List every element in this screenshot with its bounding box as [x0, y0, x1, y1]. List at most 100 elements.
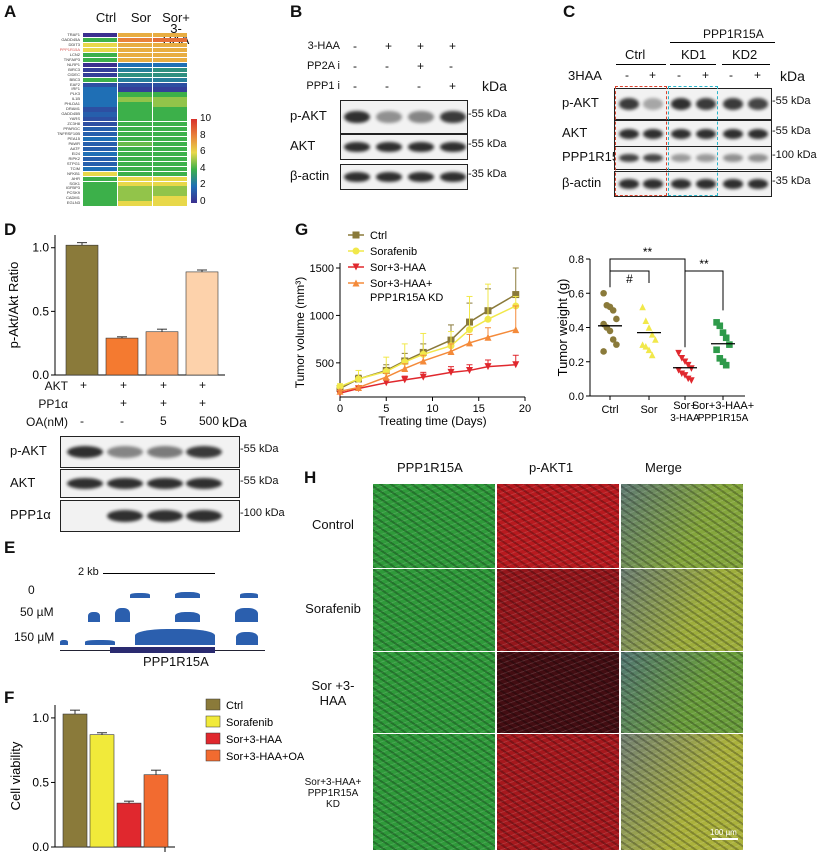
- colorbar-tick-label: 0: [200, 196, 206, 207]
- row-label: Control: [312, 517, 354, 532]
- heatmap-cell: [153, 127, 187, 132]
- heatmap-cell: [118, 166, 152, 171]
- colorbar-tick-label: 2: [200, 179, 206, 191]
- data-point: [675, 367, 682, 374]
- treatment-label: PP1α: [38, 397, 68, 411]
- panel-label-e: E: [4, 538, 16, 557]
- gene-label: IGFBP3: [65, 185, 80, 191]
- treatment-mark: -: [120, 414, 124, 428]
- legend-label: Ctrl: [226, 700, 243, 712]
- x-tick-label: Sor+: [673, 400, 697, 412]
- blot-label: p-AKT: [290, 108, 327, 123]
- legend-label: Ctrl: [370, 230, 387, 242]
- heatmap-cell: [153, 122, 187, 127]
- legend-marker: [352, 231, 360, 239]
- y-axis-label: p-Akt/Akt Ratio: [6, 262, 21, 349]
- heatmap-cell: [153, 161, 187, 167]
- legend-label: Sorafenib: [226, 717, 273, 729]
- gene-name: PPP1R15A: [143, 654, 209, 669]
- y-axis-label: Cell viability: [8, 741, 23, 810]
- data-point: [716, 355, 724, 362]
- legend-swatch: [205, 698, 221, 711]
- data-point: [447, 368, 455, 376]
- heatmap-cell: [118, 77, 152, 82]
- heatmap-cell: [153, 52, 187, 58]
- gene-label: NLRP1: [67, 61, 80, 67]
- data-point: [645, 346, 653, 354]
- y-tick-label: 0.5: [32, 304, 49, 318]
- heatmap-cell: [153, 171, 187, 176]
- y-tick-label: 500: [316, 358, 334, 370]
- data-point: [713, 346, 720, 354]
- gene-label: PCSK9: [66, 190, 80, 196]
- blot-label: AKT: [562, 125, 588, 140]
- x-tick-label: 3-HAA: [670, 413, 700, 424]
- heatmap-cell: [118, 161, 152, 167]
- y-tick-label: 0.2: [569, 357, 584, 369]
- protein-band: [376, 142, 402, 152]
- blot-strip: [614, 171, 772, 197]
- significance-bracket: [610, 270, 650, 283]
- heatmap-cell: [118, 122, 152, 127]
- gene-label: IRF1: [71, 86, 80, 92]
- heatmap-cell: [83, 122, 117, 127]
- kda-header: kDa: [780, 68, 805, 84]
- protein-band: [618, 179, 640, 189]
- heatmap-cell: [118, 33, 152, 38]
- row-label: Sor+3-HAA+ PPP1R15A KD: [304, 777, 362, 810]
- data-point: [639, 303, 646, 311]
- protein-band: [344, 142, 370, 152]
- gene-label: GADD45B: [61, 111, 80, 117]
- heatmap-cell: [83, 166, 117, 171]
- colorbar-tick-label: 10: [200, 113, 212, 124]
- protein-band: [147, 510, 183, 522]
- legend-label: PPP1R15A KD: [370, 292, 443, 304]
- heatmap-cell: [83, 136, 117, 142]
- heatmap-cell: [153, 57, 187, 63]
- gene-exon: [110, 647, 215, 653]
- heatmap-cell: [83, 161, 117, 167]
- heatmap-cell: [83, 196, 117, 201]
- group-label: KD1: [681, 47, 707, 62]
- heatmap-cell: [83, 47, 117, 53]
- heatmap-cell: [153, 112, 187, 117]
- heatmap-cell: [153, 42, 187, 48]
- heatmap-cell: [153, 166, 187, 171]
- heatmap-cell: [118, 112, 152, 117]
- significance-bracket: [609, 258, 686, 348]
- y-tick-label: 1000: [310, 310, 334, 322]
- data-point: [382, 373, 390, 381]
- track-label: 0: [28, 583, 35, 597]
- significance-mark: **: [699, 257, 709, 271]
- protein-band: [722, 179, 744, 189]
- protein-band: [67, 478, 103, 489]
- kda-header: kDa: [482, 78, 507, 94]
- protein-band: [408, 110, 434, 124]
- data-point: [645, 324, 653, 331]
- protein-band: [440, 110, 466, 124]
- heatmap-cell: [153, 176, 187, 181]
- heatmap-cell: [153, 146, 187, 152]
- gene-label: PPARGC: [63, 126, 80, 132]
- blot-strip: [614, 88, 772, 120]
- gene-label: EGLN3: [66, 200, 80, 206]
- signal-peak: [115, 607, 130, 622]
- green-channel-image: [372, 483, 496, 569]
- protein-band: [147, 446, 183, 458]
- heatmap-cell: [118, 171, 152, 176]
- heatmap-cell: [153, 92, 187, 97]
- blot-label: p-AKT: [10, 443, 47, 458]
- group-underline: [670, 64, 716, 65]
- protein-band: [670, 98, 692, 110]
- panel-label-h: H: [304, 468, 317, 487]
- data-point: [688, 377, 695, 384]
- heatmap-cell: [153, 196, 187, 201]
- heatmap-cell: [118, 102, 152, 107]
- heatmap-cell: [83, 37, 117, 43]
- track-label: 50 µM: [20, 605, 54, 619]
- gene-label: RIPK2: [68, 155, 80, 161]
- green-channel-image: [372, 568, 496, 652]
- protein-band: [747, 153, 769, 163]
- group-line: [670, 42, 775, 43]
- heatmap-cell: [153, 181, 187, 186]
